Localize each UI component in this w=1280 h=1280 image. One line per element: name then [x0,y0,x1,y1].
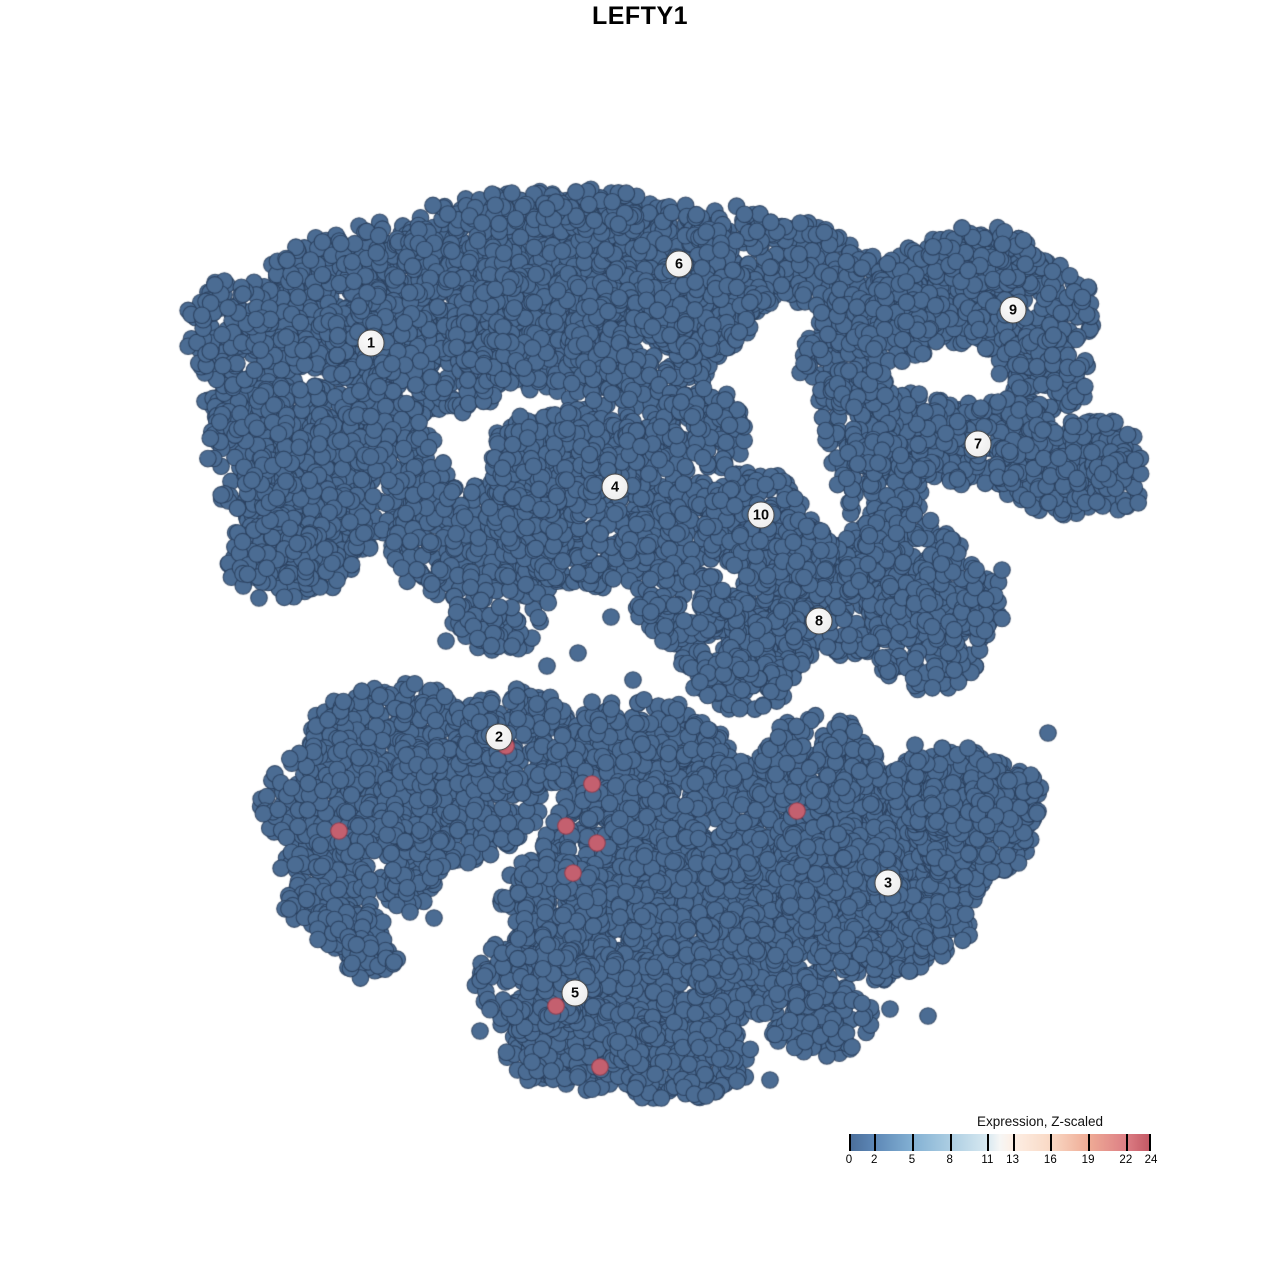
legend-tick-8 [949,1134,952,1151]
legend-tick-label-8: 8 [946,1154,953,1166]
plot-title: LEFTY1 [591,2,689,30]
cluster-label-2: 2 [485,723,513,751]
cluster-label-8: 8 [805,607,833,635]
legend-tick-label-2: 2 [870,1154,878,1166]
legend-tick-label-16: 16 [1043,1154,1057,1166]
legend-tick-19 [1088,1134,1091,1151]
legend-tick-5 [911,1134,914,1151]
legend-tick-label-11: 11 [981,1154,994,1166]
legend-gradient-bar [849,1134,1151,1151]
cluster-label-10: 10 [747,501,775,529]
legend-tick-label-0: 0 [845,1154,853,1166]
legend-tick-label-13: 13 [1006,1154,1019,1166]
cluster-label-7: 7 [964,430,992,458]
legend-tick-13 [1012,1134,1015,1151]
legend-tick-24 [1149,1134,1151,1151]
legend-tick-label-24: 24 [1144,1154,1158,1166]
legend-tick-2 [874,1134,877,1151]
legend-tick-label-5: 5 [908,1154,916,1166]
legend-title: Expression, Z-scaled [976,1114,1104,1129]
cluster-label-4: 4 [601,473,629,501]
legend-tick-11 [987,1134,990,1151]
cluster-label-1: 1 [357,329,385,357]
cluster-label-3: 3 [874,869,902,897]
legend-tick-16 [1050,1134,1053,1151]
cluster-label-9: 9 [999,296,1027,324]
cluster-label-5: 5 [561,979,589,1007]
legend-tick-0 [849,1134,851,1151]
legend-tick-22 [1125,1134,1128,1151]
legend-tick-label-19: 19 [1081,1154,1095,1166]
legend-tick-label-22: 22 [1119,1154,1133,1166]
cluster-label-6: 6 [665,250,693,278]
